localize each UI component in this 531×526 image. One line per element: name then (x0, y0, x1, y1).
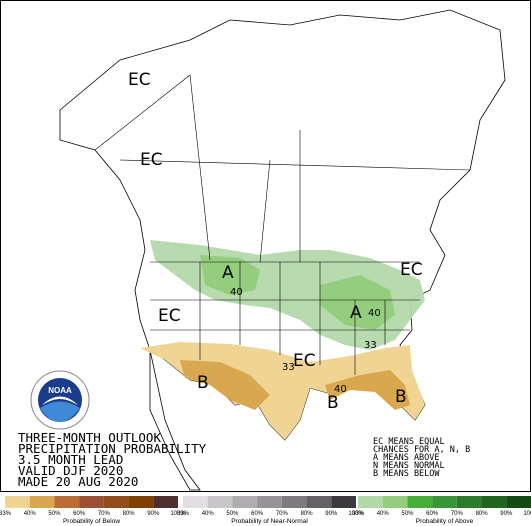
colorbar-tick: 80% (123, 511, 136, 517)
ec-label: EC (293, 351, 316, 371)
color-swatch (257, 496, 282, 508)
above-label: A (222, 263, 234, 283)
title-line: THREE-MONTH OUTLOOK (18, 430, 161, 445)
title-line: MADE 20 AUG 2020 (18, 474, 138, 489)
legend-line: EC MEANS EQUAL (373, 437, 445, 447)
color-swatch (306, 496, 332, 508)
colorbar-tick: 80% (476, 511, 489, 517)
contour-label: 40 (368, 308, 381, 319)
colorbar-caption: Probability of Above (416, 518, 474, 525)
colorbar-tick: 90% (147, 511, 160, 517)
color-swatch (153, 496, 178, 508)
colorbar-caption: Probability of Below (63, 518, 120, 525)
color-swatch (456, 496, 482, 508)
colorbar-tick: 100% (523, 511, 531, 517)
colorbar-tick: 70% (98, 511, 111, 517)
ec-label: EC (128, 70, 151, 90)
title-line: 3.5 MONTH LEAD (18, 452, 123, 467)
legend-line: CHANCES FOR A, N, B (373, 445, 470, 455)
colorbar-tick: 50% (401, 511, 414, 517)
color-swatch (54, 496, 80, 508)
colorbar-tick: 50% (226, 511, 239, 517)
colorbar-tick: 40% (24, 511, 37, 517)
color-swatch (128, 496, 154, 508)
color-swatch (382, 496, 408, 508)
contour-label: 40 (230, 287, 243, 298)
colorbar-tick: 90% (325, 511, 338, 517)
color-swatch (207, 496, 233, 508)
ec-label: EC (158, 306, 181, 326)
color-swatch (183, 496, 208, 508)
below-40 (180, 360, 270, 410)
color-swatch (79, 496, 104, 508)
contour-label: 40 (334, 384, 347, 395)
legend-line: B MEANS BELOW (373, 469, 440, 479)
colorbar-tick: 100% (170, 511, 186, 517)
below-label: B (395, 387, 407, 407)
colorbar-tick: 90% (500, 511, 513, 517)
below-40 (325, 370, 410, 410)
colorbar-tick: 60% (251, 511, 264, 517)
colorbar-tick: 40% (202, 511, 215, 517)
colorbar-tick: 70% (276, 511, 289, 517)
boundaries (94, 74, 471, 375)
ec-label: EC (140, 150, 163, 170)
colorbar-tick: 80% (301, 511, 314, 517)
color-swatch (5, 496, 30, 508)
color-swatch (432, 496, 457, 508)
above-40 (320, 275, 395, 330)
colorbar-tick: 33% (352, 511, 365, 517)
color-swatch (358, 496, 383, 508)
color-swatch (331, 496, 356, 508)
color-swatch (281, 496, 307, 508)
colorbar-tick: 33% (0, 511, 12, 517)
colorbar-tick: 70% (451, 511, 464, 517)
legend-line: A MEANS ABOVE (373, 453, 440, 463)
colorbar-tick: 60% (426, 511, 439, 517)
legend-line: N MEANS NORMAL (373, 461, 445, 471)
colorbar-caption: Probability of Near-Normal (231, 518, 308, 525)
below-label: B (197, 373, 209, 393)
color-swatch (103, 496, 129, 508)
colorbar-tick: 100% (348, 511, 364, 517)
color-swatch (29, 496, 55, 508)
color-swatch (506, 496, 531, 508)
contour-label: 33 (364, 340, 377, 351)
ec-label: EC (400, 260, 423, 280)
contour-label: 33 (282, 362, 295, 373)
above-40 (200, 255, 260, 295)
color-swatch (481, 496, 507, 508)
colorbar-tick: 50% (48, 511, 61, 517)
noaa-logo: NOAA (30, 370, 90, 430)
title-line: PRECIPITATION PROBABILITY (18, 441, 207, 456)
color-swatch (232, 496, 258, 508)
colorbar-tick: 33% (177, 511, 190, 517)
below-label: B (327, 393, 339, 413)
logo-text: NOAA (48, 386, 72, 395)
above-label: A (350, 303, 362, 323)
colorbars: 33% 40% 50% 60% 70% 80% 90% 100% Probability of … (0, 496, 531, 525)
colorbar-tick: 40% (377, 511, 390, 517)
color-swatch (407, 496, 433, 508)
colorbar-tick: 60% (73, 511, 86, 517)
map-labels: EC EC EC EC EC A A B B B 40 40 40 33 33 (128, 70, 423, 413)
title-line: VALID DJF 2020 (18, 463, 123, 478)
